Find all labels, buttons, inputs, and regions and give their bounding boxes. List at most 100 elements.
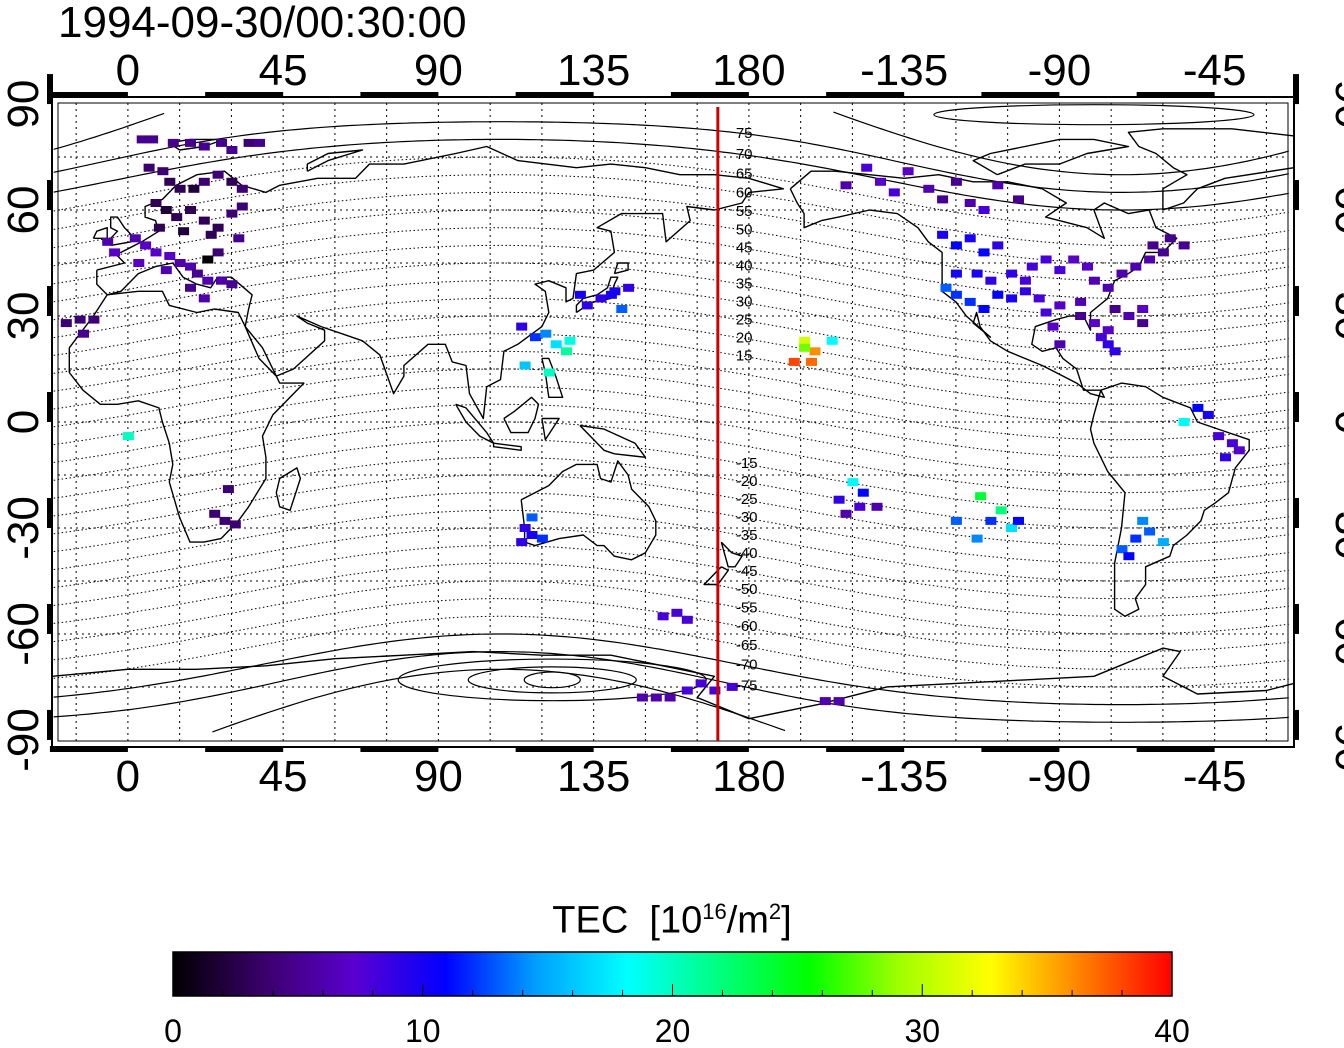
colorbar-unit-mid: /m (726, 899, 769, 942)
magnetic-contour (53, 350, 1289, 423)
right-axis-band (1293, 392, 1299, 422)
tec-point (819, 697, 831, 706)
left-lat-tick-label: -90 (0, 708, 48, 772)
tec-point (1102, 283, 1114, 292)
contour-label: 70 (736, 146, 753, 163)
tec-point (143, 163, 155, 172)
map-frame (51, 96, 1295, 748)
top-axis-band (670, 92, 749, 98)
bottom-axis-band (360, 746, 439, 752)
contour-label: -45 (736, 563, 758, 580)
tec-point (1102, 340, 1114, 349)
tec-point (185, 138, 196, 147)
tec-point (1213, 432, 1225, 441)
tec-point (1088, 319, 1100, 328)
tec-point (826, 336, 838, 345)
tec-point (188, 184, 200, 193)
bottom-lon-tick-label: 0 (116, 752, 140, 801)
tec-point (1047, 322, 1059, 331)
bottom-axis-band (205, 746, 284, 752)
left-lat-tick-label: 90 (0, 80, 48, 129)
tec-point (516, 538, 528, 547)
tec-point (1033, 294, 1045, 303)
tec-point (940, 283, 952, 292)
tec-point (212, 248, 224, 257)
magnetic-contour (53, 598, 1289, 670)
tec-point (219, 516, 231, 525)
contour-label: 40 (736, 258, 753, 275)
tec-point (1178, 418, 1190, 426)
colorbar-title: TEC [1016/m2] (0, 890, 1344, 943)
tec-point (1137, 516, 1149, 525)
contour-labels: 75706560555045403530252015-15-20-25-30-3… (736, 125, 758, 695)
tec-point (950, 269, 962, 278)
magnetic-contour (53, 333, 1289, 405)
colorbar-tick-label: 10 (405, 1013, 441, 1048)
tec-point (788, 357, 800, 366)
tec-point (1233, 446, 1245, 455)
tec-point (516, 322, 528, 331)
tec-point (1123, 312, 1135, 320)
magnetic-contour (53, 386, 1289, 458)
tec-point (543, 368, 555, 377)
tec-point (854, 502, 866, 511)
coastline (306, 149, 364, 172)
right-axis-band (1293, 286, 1299, 317)
contour-label: -20 (736, 473, 758, 490)
colorbar-label: TEC (552, 899, 629, 942)
right-lat-tick-label: -30 (1326, 496, 1344, 560)
tec-point (992, 290, 1004, 299)
tec-point (1040, 308, 1052, 317)
tec-point (564, 336, 576, 345)
map-title: 1994-09-30/00:30:00 (58, 0, 467, 47)
bottom-lon-tick-label: -45 (1183, 752, 1247, 801)
tec-point (198, 142, 210, 151)
tec-point (1144, 527, 1156, 536)
right-lat-tick-label: -90 (1326, 708, 1344, 772)
tec-point (902, 167, 914, 176)
tec-point (150, 248, 162, 257)
lat-lon-grid (58, 103, 1288, 741)
colorbar: 0 10 20 30 40 (164, 951, 1190, 1048)
left-lat-tick-label: 0 (0, 410, 48, 434)
left-axis-band (47, 603, 53, 634)
tec-point (1006, 524, 1018, 532)
bottom-lon-tick-label: -135 (860, 752, 948, 801)
bottom-lon-tick-label: 45 (259, 752, 308, 801)
right-lat-tick-label: 90 (1326, 80, 1344, 129)
tec-point (1220, 453, 1231, 462)
tec-point (978, 248, 990, 257)
top-lon-tick-label: -45 (1183, 46, 1247, 95)
coastline (96, 145, 785, 420)
bottom-axis-band (1136, 746, 1215, 752)
magnetic-contour (53, 227, 1289, 299)
tec-point (1026, 262, 1038, 271)
tec-point (1123, 552, 1135, 561)
tec-point (681, 615, 693, 624)
colorbar-unit-exponent: 16 (702, 899, 727, 924)
tec-point (191, 269, 203, 278)
tec-point (150, 199, 162, 207)
tec-point (1040, 255, 1052, 264)
magnetic-contour (53, 244, 1289, 317)
tec-point (185, 262, 196, 271)
tec-point (164, 177, 176, 186)
magnetic-contour (53, 280, 1289, 352)
tec-point (799, 336, 811, 345)
left-axis-band (47, 709, 53, 740)
magnetic-contour (53, 138, 1289, 211)
tec-point (74, 315, 86, 324)
tec-point (1006, 294, 1018, 303)
top-lon-tick-label: 90 (414, 46, 463, 95)
contour-label: -30 (736, 509, 758, 526)
magnetic-contour (53, 615, 1289, 688)
colorbar-tick-label: 30 (904, 1013, 940, 1048)
tec-point (574, 290, 586, 299)
tec-point (147, 135, 159, 144)
tec-point (209, 509, 221, 518)
tec-point (202, 276, 214, 285)
top-lon-tick-label: -90 (1028, 46, 1092, 95)
right-axis-band (1293, 497, 1299, 528)
tec-point (1202, 410, 1214, 419)
magnetic-contour (53, 509, 1289, 582)
